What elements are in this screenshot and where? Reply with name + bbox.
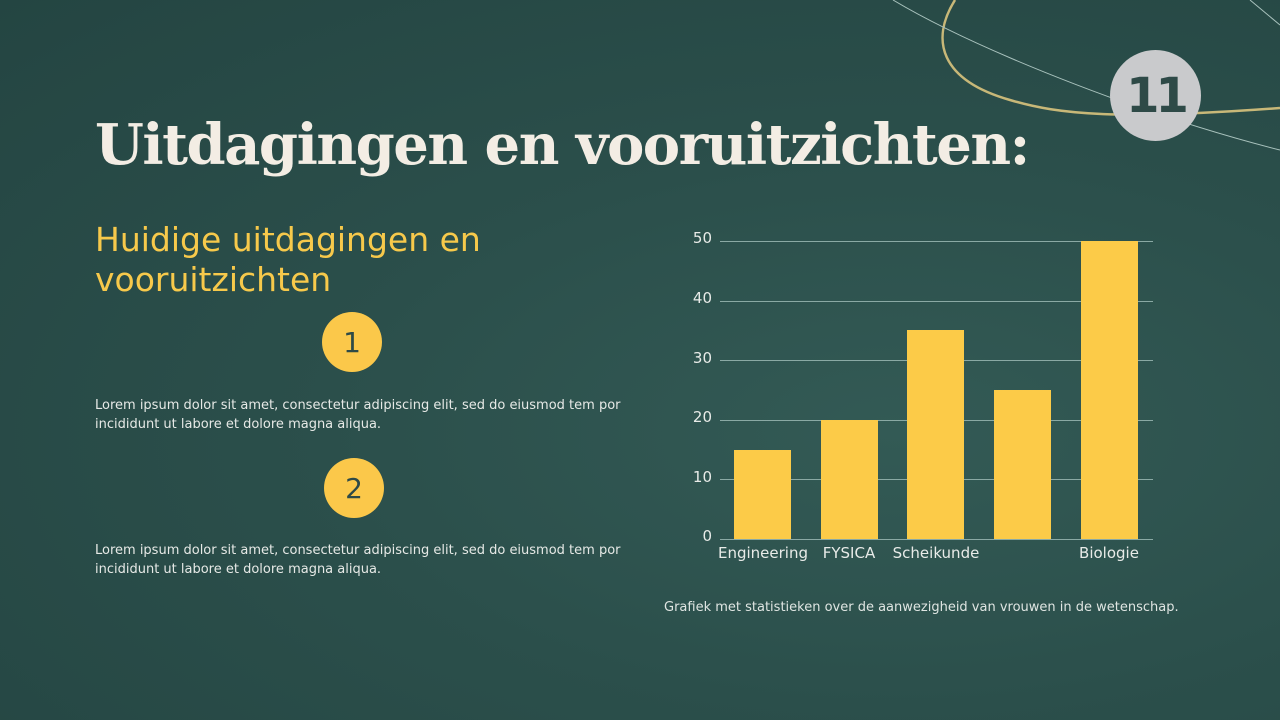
bar-2 [907,330,964,539]
x-label-0: Engineering [718,544,808,562]
y-tick-30: 30 [692,349,712,367]
y-tick-50: 50 [692,229,712,247]
y-tick-20: 20 [692,408,712,426]
gridline [720,241,1153,242]
step-2-text: Lorem ipsum dolor sit amet, consectetur … [95,543,621,577]
chart-caption: Grafiek met statistieken over de aanwezi… [664,600,1179,615]
bar-chart: 50 40 30 20 10 0 Engineering FYSICA Sche… [660,220,1180,580]
x-label-4: Biologie [1079,544,1139,562]
bar-1 [821,419,878,539]
step-1-text: Lorem ipsum dolor sit amet, consectetur … [95,398,621,432]
y-tick-0: 0 [702,527,712,545]
gridline [720,301,1153,302]
bar-4 [1081,241,1138,539]
x-label-1: FYSICA [822,544,876,562]
step-1-badge: 1 [322,312,382,372]
bar-0 [734,449,791,539]
slide-subtitle: Huidige uitdagingen en vooruitzichten [95,220,481,299]
x-label-2: Scheikunde [892,544,980,562]
step-2-badge: 2 [324,458,384,518]
slide-title: Uitdagingen en vooruitzichten: [95,112,1030,178]
gridline [720,539,1153,540]
y-tick-10: 10 [692,468,712,486]
y-tick-40: 40 [692,289,712,307]
slide-number-badge: 11 [1110,50,1201,141]
bar-3 [994,390,1051,539]
